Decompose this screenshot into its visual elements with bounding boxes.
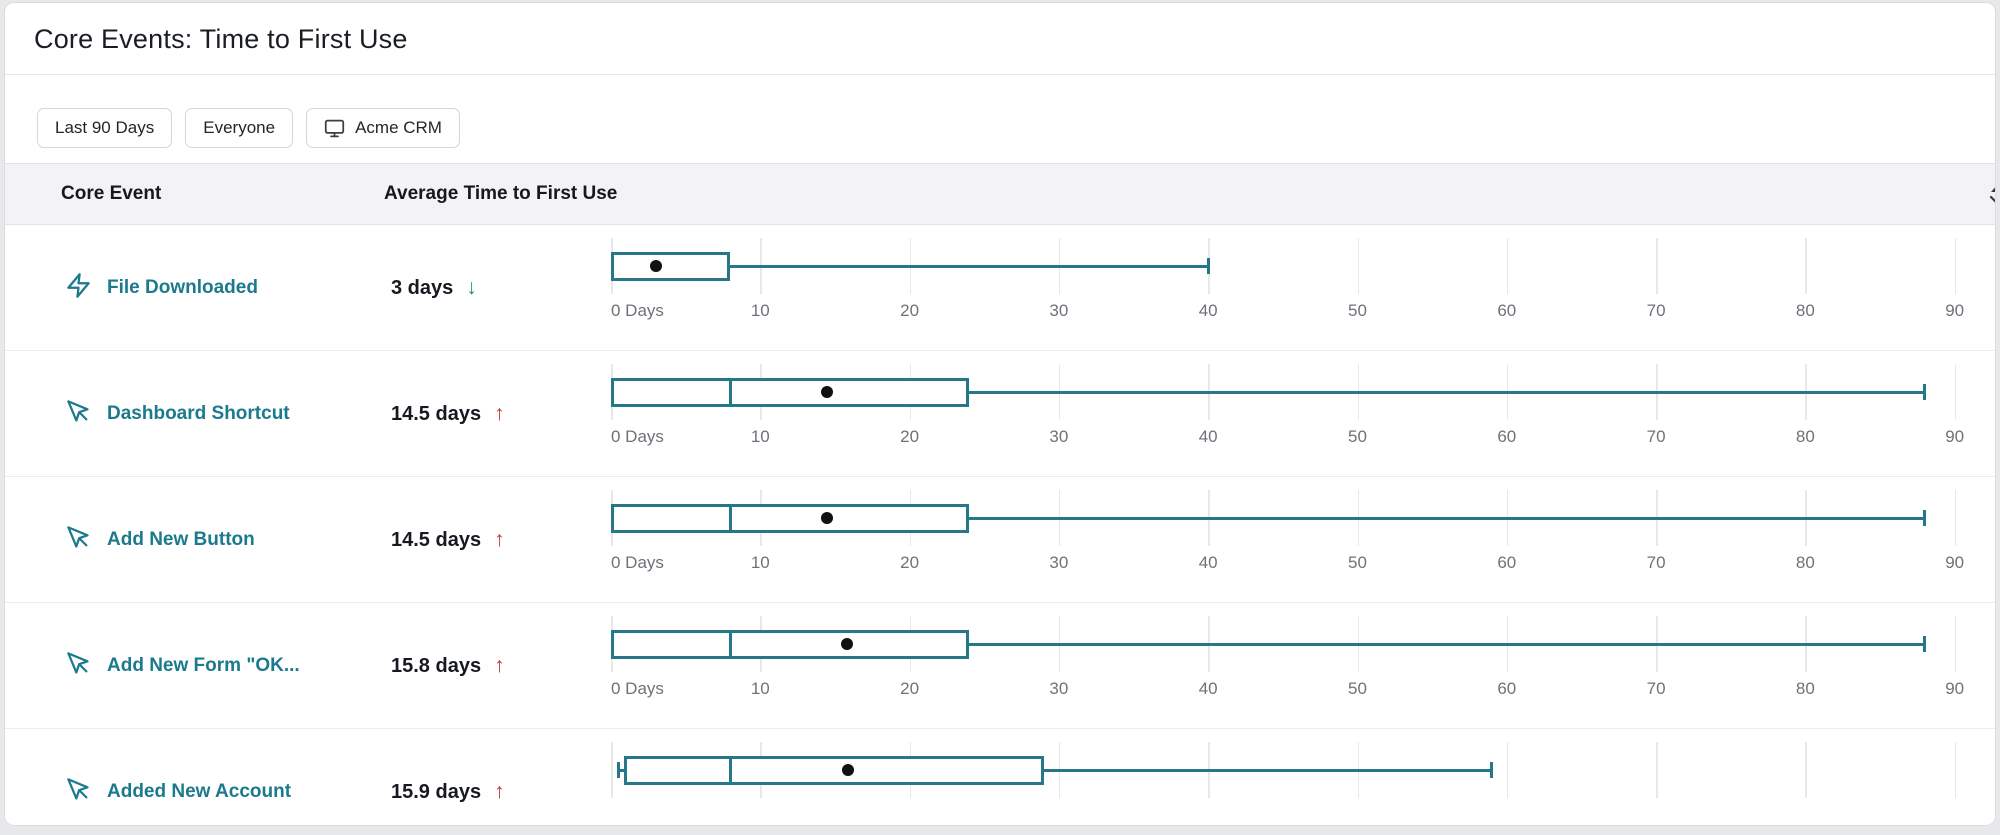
average-value: 15.8 days bbox=[391, 654, 482, 677]
trend-arrow-icon: ↑ bbox=[494, 780, 505, 803]
core-events-card: Core Events: Time to First Use Last 90 D… bbox=[4, 2, 1996, 826]
average-value-cell: 15.9 days ↑ bbox=[391, 729, 505, 825]
axis-tick-label: 60 bbox=[1497, 427, 1517, 446]
page-title: Core Events: Time to First Use bbox=[34, 24, 408, 54]
date-range-filter-chip[interactable]: Last 90 Days bbox=[37, 108, 173, 148]
filter-bar: Last 90 Days Everyone Acme CRM bbox=[5, 75, 1995, 163]
axis-tick-label: 0 Days bbox=[611, 301, 664, 320]
axis-tick-label: 0 Days bbox=[611, 679, 664, 698]
axis-tick-label: 20 bbox=[900, 427, 920, 446]
axis-tick-label: 70 bbox=[1646, 427, 1666, 446]
axis-tick-label: 40 bbox=[1198, 427, 1218, 446]
app-label: Acme CRM bbox=[355, 118, 442, 137]
cursor-icon bbox=[65, 650, 92, 682]
axis-tick-label: 80 bbox=[1795, 427, 1815, 446]
axis-tick-label: 0 Days bbox=[611, 553, 664, 572]
cursor-icon bbox=[65, 398, 92, 430]
event-cell: Dashboard Shortcut bbox=[65, 351, 290, 477]
axis-tick-label: 40 bbox=[1198, 679, 1218, 698]
axis-tick-label: 80 bbox=[1795, 553, 1815, 572]
axis-tick-label: 10 bbox=[750, 301, 770, 320]
axis-tick-label: 60 bbox=[1497, 301, 1517, 320]
event-link[interactable]: Add New Button bbox=[107, 529, 255, 550]
axis-tick-label: 10 bbox=[750, 553, 770, 572]
axis-tick-label: 90 bbox=[1945, 427, 1965, 446]
app-filter-chip[interactable]: Acme CRM bbox=[306, 108, 460, 148]
axis-tick-label: 40 bbox=[1198, 553, 1218, 572]
average-value: 14.5 days bbox=[391, 528, 482, 551]
axis-tick-label: 0 Days bbox=[611, 427, 664, 446]
event-link[interactable]: Added New Account bbox=[107, 781, 292, 802]
axis-tick-label: 70 bbox=[1646, 553, 1666, 572]
date-range-label: Last 90 Days bbox=[55, 118, 155, 137]
segment-filter-chip[interactable]: Everyone bbox=[185, 108, 294, 148]
axis-tick-label: 90 bbox=[1945, 679, 1965, 698]
boxplot: 0 Days 10 20 30 40 50 60 70 80 90 bbox=[611, 603, 1991, 729]
average-value: 15.9 days bbox=[391, 780, 482, 803]
event-cell: Added New Account bbox=[65, 729, 292, 825]
table-row: Add New Button 14.5 days ↑ 0 Days 10 20 30 4… bbox=[5, 477, 1995, 603]
trend-arrow-icon: ↓ bbox=[466, 276, 477, 299]
cursor-icon bbox=[65, 776, 92, 808]
axis-tick-label: 40 bbox=[1198, 301, 1218, 320]
axis-tick-label: 30 bbox=[1049, 301, 1069, 320]
average-value-cell: 3 days ↓ bbox=[391, 225, 477, 351]
column-header-core-event: Core Event bbox=[61, 183, 162, 204]
axis-tick-label: 30 bbox=[1049, 553, 1069, 572]
column-header-average-time: Average Time to First Use bbox=[384, 183, 618, 204]
trend-arrow-icon: ↑ bbox=[494, 654, 505, 677]
boxplot bbox=[611, 729, 1991, 825]
average-value-cell: 14.5 days ↑ bbox=[391, 351, 505, 477]
axis-tick-label: 70 bbox=[1646, 679, 1666, 698]
event-link[interactable]: Dashboard Shortcut bbox=[107, 403, 290, 424]
table-row: Dashboard Shortcut 14.5 days ↑ 0 Days 10 2… bbox=[5, 351, 1995, 477]
axis-tick-label: 20 bbox=[900, 553, 920, 572]
event-cell: File Downloaded bbox=[65, 225, 258, 351]
axis-tick-label: 60 bbox=[1497, 679, 1517, 698]
event-cell: Add New Form "OK... bbox=[65, 603, 300, 729]
axis-tick-label: 30 bbox=[1049, 679, 1069, 698]
monitor-icon bbox=[324, 118, 345, 139]
cursor-icon bbox=[65, 524, 92, 556]
event-link[interactable]: Add New Form "OK... bbox=[107, 655, 300, 676]
table-row: Add New Form "OK... 15.8 days ↑ 0 Days 10… bbox=[5, 603, 1995, 729]
divider bbox=[5, 74, 1995, 75]
axis-tick-label: 50 bbox=[1348, 427, 1367, 446]
average-value-cell: 14.5 days ↑ bbox=[391, 477, 505, 603]
axis-tick-label: 80 bbox=[1795, 301, 1815, 320]
axis-tick-label: 70 bbox=[1646, 301, 1666, 320]
card-header: Core Events: Time to First Use bbox=[5, 3, 1995, 74]
zap-icon bbox=[65, 272, 92, 304]
axis-tick-label: 10 bbox=[750, 679, 770, 698]
axis-tick-label: 50 bbox=[1348, 301, 1367, 320]
axis-tick-label: 20 bbox=[900, 679, 920, 698]
average-value: 3 days bbox=[391, 276, 454, 299]
boxplot: 0 Days 10 20 30 40 50 60 70 80 90 bbox=[611, 477, 1991, 603]
axis-tick-label: 90 bbox=[1945, 553, 1965, 572]
axis-tick-label: 10 bbox=[750, 427, 770, 446]
event-link[interactable]: File Downloaded bbox=[107, 277, 258, 298]
table-row: Added New Account 15.9 days ↑ bbox=[5, 729, 1995, 825]
trend-arrow-icon: ↑ bbox=[494, 528, 505, 551]
table-header: Core Event Average Time to First Use bbox=[5, 163, 1995, 225]
boxplot: 0 Days 10 20 30 40 50 60 70 80 90 bbox=[611, 351, 1991, 477]
sort-icon[interactable] bbox=[1986, 183, 1995, 212]
trend-arrow-icon: ↑ bbox=[494, 402, 505, 425]
boxplot: 0 Days 10 20 30 40 50 60 70 80 90 bbox=[611, 225, 1991, 351]
axis-tick-label: 50 bbox=[1348, 679, 1367, 698]
segment-label: Everyone bbox=[203, 118, 276, 137]
axis-tick-label: 90 bbox=[1945, 301, 1965, 320]
axis-tick-label: 20 bbox=[900, 301, 920, 320]
table-row: File Downloaded 3 days ↓ 0 Days 10 20 30 40 5… bbox=[5, 225, 1995, 351]
axis-tick-label: 80 bbox=[1795, 679, 1815, 698]
event-cell: Add New Button bbox=[65, 477, 255, 603]
average-value-cell: 15.8 days ↑ bbox=[391, 603, 505, 729]
axis-tick-label: 50 bbox=[1348, 553, 1367, 572]
average-value: 14.5 days bbox=[391, 402, 482, 425]
axis-tick-label: 60 bbox=[1497, 553, 1517, 572]
table-body: File Downloaded 3 days ↓ 0 Days 10 20 30 40 5… bbox=[5, 225, 1995, 825]
axis-tick-label: 30 bbox=[1049, 427, 1069, 446]
